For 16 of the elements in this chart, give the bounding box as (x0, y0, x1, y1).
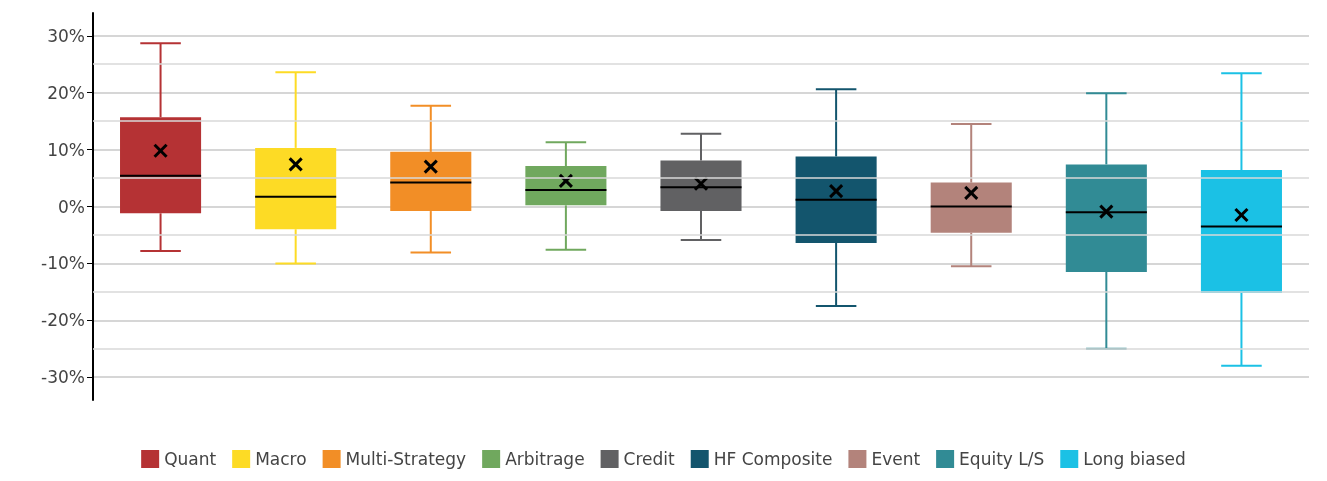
legend-label: Arbitrage (505, 449, 585, 469)
legend-label: Multi-Strategy (345, 449, 467, 469)
y-tick-label: 0% (58, 196, 85, 217)
legend-label: Long biased (1083, 449, 1186, 469)
legend-label: Credit (623, 449, 676, 469)
legend-label: Quant (164, 449, 217, 469)
legend-label: HF Composite (713, 449, 833, 469)
legend-label: Macro (255, 449, 307, 469)
y-tick-label: 20% (47, 82, 85, 103)
y-tick-label: 10% (47, 139, 85, 160)
y-tick-label: -20% (41, 310, 85, 331)
y-tick-label: -30% (41, 367, 85, 388)
legend-label: Equity L/S (959, 449, 1045, 469)
y-tick-label: -10% (41, 253, 85, 274)
y-tick-label: 30% (47, 25, 85, 46)
legend-label: Event (871, 449, 921, 469)
